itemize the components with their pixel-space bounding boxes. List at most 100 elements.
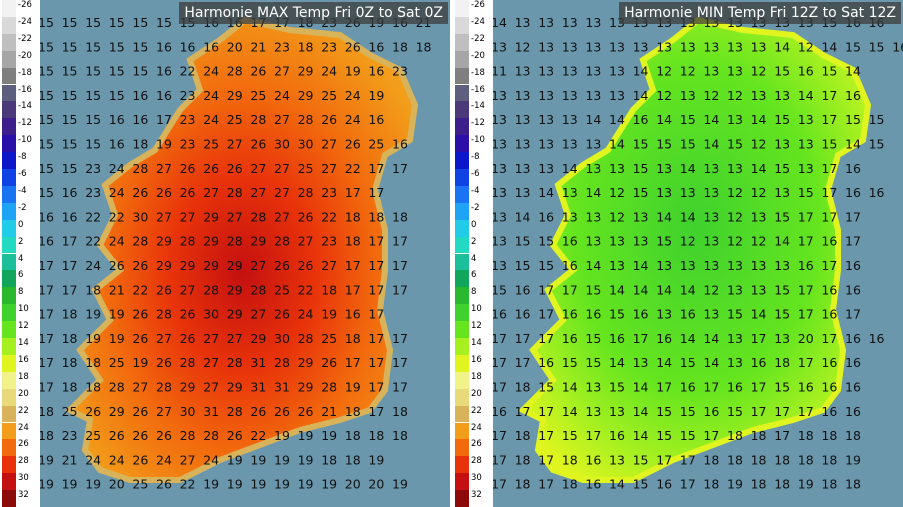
grid-value: 18 <box>703 477 719 492</box>
scale-entry: -14 <box>453 101 493 119</box>
grid-value: 12 <box>751 234 767 249</box>
grid-value: 16 <box>345 307 361 322</box>
grid-value: 15 <box>727 307 743 322</box>
grid-value: 26 <box>132 404 148 419</box>
grid-value: 19 <box>845 452 861 467</box>
grid-value: 23 <box>274 39 290 54</box>
scale-entry: -18 <box>0 67 40 85</box>
grid-value: 16 <box>62 209 78 224</box>
grid-value: 18 <box>774 477 790 492</box>
grid-value: 24 <box>203 452 219 467</box>
grid-value: 15 <box>40 185 54 200</box>
grid-value: 26 <box>180 307 196 322</box>
scale-swatch <box>2 405 16 423</box>
grid-value: 26 <box>250 64 266 79</box>
scale-label: -24 <box>18 16 32 27</box>
grid-value: 15 <box>656 137 672 152</box>
grid-value: 18 <box>821 477 837 492</box>
grid-value: 14 <box>680 282 696 297</box>
grid-value: 16 <box>609 428 625 443</box>
scale-label: -26 <box>18 0 32 10</box>
scale-label: -26 <box>471 0 485 10</box>
scale-label: -4 <box>18 185 27 196</box>
grid-value: 13 <box>515 64 531 79</box>
grid-value: 16 <box>562 307 578 322</box>
grid-value: 13 <box>562 39 578 54</box>
grid-value: 26 <box>345 137 361 152</box>
grid-value: 13 <box>609 234 625 249</box>
grid-value: 14 <box>562 161 578 176</box>
grid-value: 26 <box>85 404 101 419</box>
grid-value: 17 <box>368 404 384 419</box>
grid-value: 13 <box>703 64 719 79</box>
grid-value: 13 <box>609 404 625 419</box>
grid-value: 25 <box>298 161 314 176</box>
grid-value: 17 <box>368 282 384 297</box>
grid-value: 27 <box>250 307 266 322</box>
grid-value: 29 <box>227 88 243 103</box>
grid-value: 17 <box>821 258 837 273</box>
grid-value: 27 <box>156 404 172 419</box>
grid-value: 26 <box>298 404 314 419</box>
temperature-scale-legend: -26 -24 -22 -20 -18 -16 -14 -12 -10 -8 -6 -4 -2 0 2 4 6 8… <box>0 0 40 507</box>
scale-label: -18 <box>18 67 32 78</box>
grid-value: 26 <box>345 39 361 54</box>
grid-value: 19 <box>368 452 384 467</box>
scale-swatch <box>2 118 16 136</box>
scale-swatch <box>2 253 16 271</box>
scale-entry: -14 <box>0 101 40 119</box>
scale-swatch <box>2 169 16 186</box>
scale-swatch <box>2 135 16 153</box>
grid-value: 28 <box>203 428 219 443</box>
grid-value: 17 <box>821 209 837 224</box>
scale-label: 2 <box>471 236 477 247</box>
scale-label: 0 <box>18 219 24 230</box>
scale-entry: 6 <box>453 270 493 288</box>
grid-value: 19 <box>274 428 290 443</box>
grid-value: 13 <box>562 15 578 30</box>
grid-value: 14 <box>821 39 837 54</box>
grid-value: 18 <box>345 234 361 249</box>
grid-value: 16 <box>845 161 861 176</box>
grid-value: 13 <box>609 88 625 103</box>
grid-value: 16 <box>869 185 885 200</box>
scale-label: 26 <box>18 439 29 450</box>
grid-value: 17 <box>774 428 790 443</box>
grid-value: 14 <box>633 404 649 419</box>
grid-value: 19 <box>85 307 101 322</box>
grid-value: 17 <box>345 258 361 273</box>
grid-value: 13 <box>515 15 531 30</box>
grid-value: 18 <box>368 428 384 443</box>
grid-value: 26 <box>321 355 337 370</box>
scale-entry: 12 <box>453 321 493 338</box>
scale-entry: 26 <box>453 439 493 457</box>
grid-value: 13 <box>538 88 554 103</box>
grid-value: 13 <box>774 258 790 273</box>
grid-value: 23 <box>180 112 196 127</box>
scale-entry: 32 <box>0 490 40 507</box>
grid-value: 17 <box>493 452 507 467</box>
scale-label: 26 <box>471 439 482 450</box>
grid-value: 28 <box>250 112 266 127</box>
grid-value: 16 <box>892 39 903 54</box>
grid-value: 24 <box>203 112 219 127</box>
grid-value: 19 <box>392 477 408 492</box>
grid-value: 15 <box>680 112 696 127</box>
grid-value: 26 <box>156 355 172 370</box>
grid-value: 13 <box>585 64 601 79</box>
scale-swatch <box>455 338 469 355</box>
grid-value: 12 <box>727 209 743 224</box>
grid-value: 17 <box>368 185 384 200</box>
grid-value: 21 <box>62 452 78 467</box>
scale-swatch <box>2 304 16 322</box>
grid-value: 26 <box>250 404 266 419</box>
grid-value: 17 <box>798 404 814 419</box>
grid-value: 16 <box>562 234 578 249</box>
scale-swatch <box>2 236 16 254</box>
grid-value: 29 <box>227 258 243 273</box>
grid-value: 29 <box>156 258 172 273</box>
grid-value: 13 <box>493 112 507 127</box>
grid-value: 16 <box>585 452 601 467</box>
grid-value: 17 <box>585 428 601 443</box>
grid-value: 16 <box>703 404 719 419</box>
